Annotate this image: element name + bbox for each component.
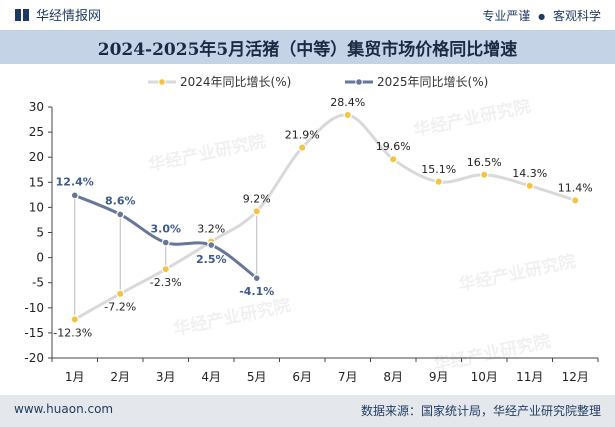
series-2024-point-6 — [343, 110, 352, 120]
brand-name: 华经情报网 — [36, 9, 102, 24]
series-2025-label-3: 2.5% — [196, 253, 227, 266]
y-tick-label-7: -5 — [32, 276, 44, 290]
legend-2024-swatch-marker — [158, 78, 166, 86]
legend-2025-swatch-marker — [355, 78, 363, 86]
y-tick-label-2: 20 — [29, 150, 44, 164]
watermark-text-0: 华经产业研究院 — [412, 96, 533, 141]
series-2025-label-1: 8.6% — [105, 194, 136, 207]
series-2025-point-3 — [207, 241, 216, 250]
y-tick-label-10: -20 — [24, 351, 44, 365]
x-tick-label-4: 5月 — [247, 370, 267, 384]
x-tick-label-9: 10月 — [471, 370, 498, 384]
y-tick-label-1: 25 — [29, 125, 44, 139]
series-2024-label-1: -7.2% — [104, 301, 136, 314]
series-2024-point-4 — [252, 207, 261, 216]
x-tick-label-11: 12月 — [562, 370, 589, 384]
x-tick-label-2: 3月 — [156, 370, 176, 384]
series-2024-point-8 — [434, 177, 443, 186]
y-tick-label-6: 0 — [36, 251, 44, 265]
series-2024-point-1 — [116, 289, 125, 298]
x-tick-label-10: 11月 — [516, 370, 543, 384]
series-2025-label-4: -4.1% — [239, 285, 274, 298]
watermark-text-1: 华经产业研究院 — [147, 131, 268, 176]
series-2024-label-7: 19.6% — [376, 140, 411, 153]
series-2025-label-2: 3.0% — [150, 223, 181, 236]
series-2024-label-6: 28.4% — [330, 96, 365, 109]
website-url: www.huaon.com — [14, 402, 114, 416]
y-tick-label-5: 5 — [36, 226, 44, 240]
series-2024-label-8: 15.1% — [421, 163, 456, 176]
y-tick-label-8: -10 — [24, 301, 44, 315]
y-tick-label-3: 15 — [29, 175, 44, 189]
series-2024-point-11 — [571, 196, 580, 205]
series-2024-point-10 — [525, 181, 534, 191]
series-2025-point-0 — [70, 191, 79, 200]
series-2024-point-0 — [70, 315, 79, 324]
series-2024-label-5: 21.9% — [285, 129, 320, 142]
series-2024-label-0: -12.3% — [53, 326, 92, 339]
series-2024-label-9: 16.5% — [467, 156, 502, 169]
x-tick-label-1: 2月 — [110, 370, 130, 384]
series-2024-label-10: 14.3% — [512, 167, 547, 180]
series-2024-point-9 — [480, 170, 489, 179]
brand: 华经情报网 — [14, 5, 101, 24]
series-2025-point-1 — [116, 210, 125, 219]
top-bar: 华经情报网 专业严谨 ● 客观科学 — [0, 0, 615, 30]
x-tick-label-5: 6月 — [292, 370, 312, 384]
y-tick-label-9: -15 — [24, 326, 44, 340]
series-2024-label-4: 9.2% — [243, 192, 271, 205]
footer-bar: www.huaon.com 数据来源：国家统计局，华经产业研究院整理 — [0, 395, 615, 427]
series-2024-point-5 — [298, 143, 307, 152]
series-2024-point-2 — [161, 264, 170, 274]
x-tick-label-6: 7月 — [338, 370, 358, 384]
legend-2025-label: 2025年同比增长(%) — [377, 75, 488, 89]
series-2024-point-7 — [389, 155, 398, 164]
slogan-separator: ● — [538, 12, 546, 21]
line-chart: 华经产业研究院华经产业研究院华经产业研究院华经产业研究院华经产业研究院30252… — [24, 75, 599, 384]
watermark-text-2: 华经产业研究院 — [457, 251, 578, 296]
watermark-text-3: 华经产业研究院 — [172, 295, 293, 340]
data-source: 数据来源：国家统计局，华经产业研究院整理 — [360, 404, 601, 418]
series-2025-point-2 — [161, 238, 170, 247]
huajing-logo-icon — [15, 8, 29, 21]
x-tick-label-0: 1月 — [65, 370, 85, 384]
slogan-right: 客观科学 — [552, 9, 601, 23]
title-band: 2024-2025年5月活猪（中等）集贸市场价格同比增速 — [0, 30, 615, 64]
chart-title: 2024-2025年5月活猪（中等）集贸市场价格同比增速 — [97, 39, 518, 60]
series-2025-point-4 — [252, 274, 261, 283]
legend-2024-label: 2024年同比增长(%) — [180, 75, 291, 89]
y-tick-label-0: 30 — [29, 100, 44, 114]
slogan: 专业严谨 ● 客观科学 — [482, 7, 601, 24]
series-2025-label-0: 12.4% — [56, 175, 94, 188]
slogan-left: 专业严谨 — [482, 9, 531, 23]
x-tick-label-3: 4月 — [201, 370, 221, 384]
x-tick-label-8: 9月 — [429, 370, 449, 384]
y-tick-label-4: 10 — [29, 200, 44, 214]
series-2024-label-3: 3.2% — [197, 223, 225, 236]
series-2024-label-2: -2.3% — [150, 276, 182, 289]
series-2024-label-11: 11.4% — [558, 181, 593, 194]
x-tick-label-7: 8月 — [383, 370, 403, 384]
